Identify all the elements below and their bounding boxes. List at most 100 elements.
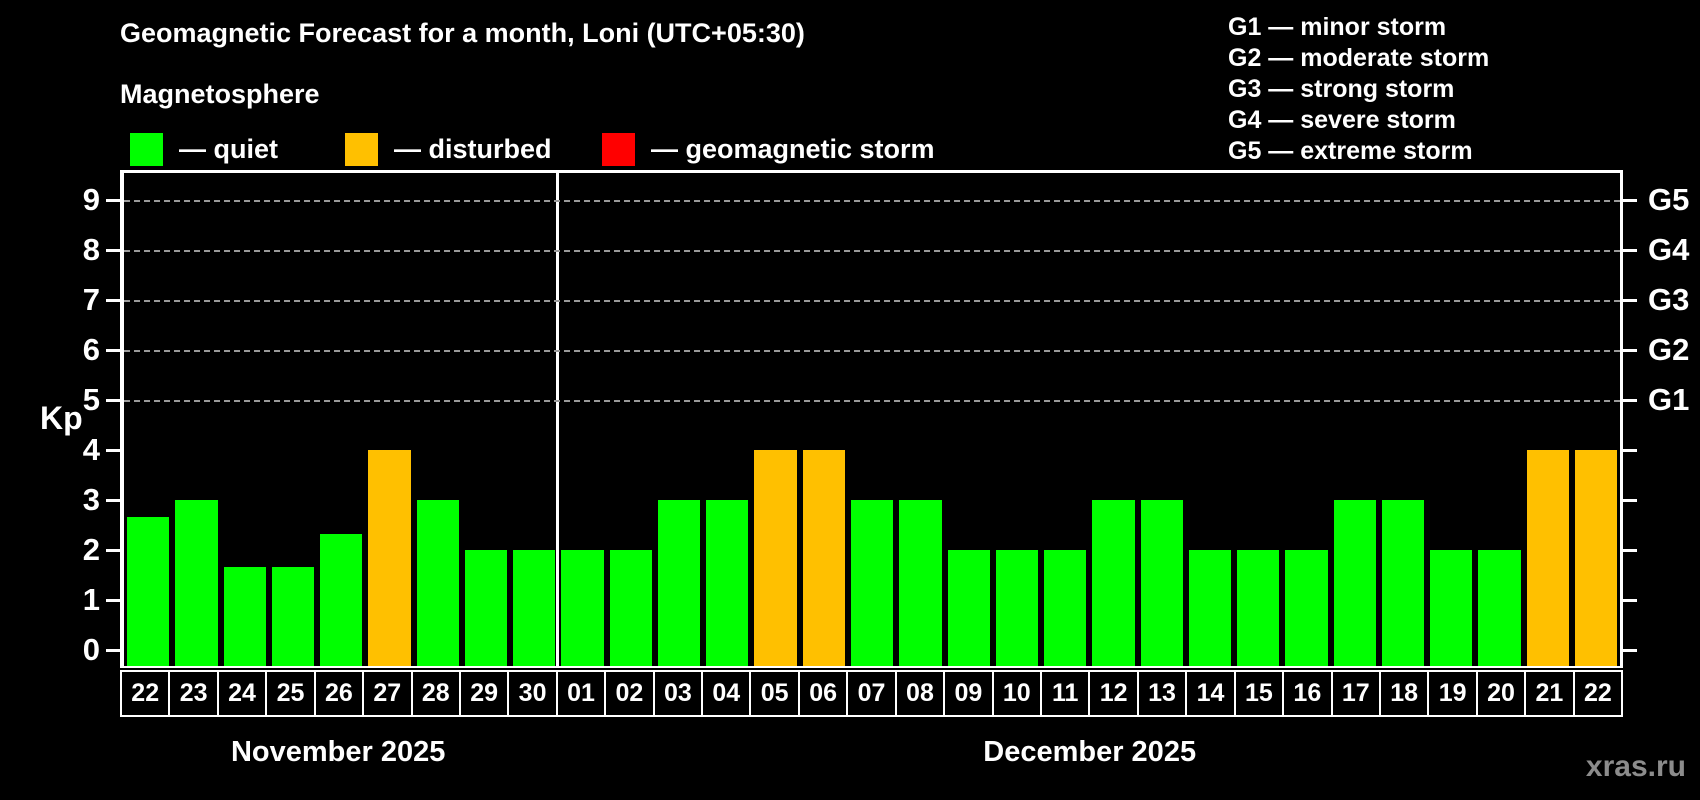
- date-cell-11: 11: [1040, 672, 1088, 715]
- kp-bar-december-13: [1140, 500, 1183, 666]
- y-axis-title: Kp: [40, 400, 83, 436]
- date-cell-20: 20: [1475, 672, 1524, 715]
- gridline-kp-7: [124, 300, 1620, 302]
- date-cell-24: 24: [216, 672, 265, 715]
- bar-slot: [462, 173, 510, 666]
- chart-subtitle: Magnetosphere: [120, 79, 320, 109]
- bar-slot: [365, 173, 413, 666]
- left-tick-kp-3: [106, 499, 120, 502]
- date-cell-26: 26: [313, 672, 362, 715]
- quiet-color-swatch: [130, 132, 163, 166]
- kp-bar-december-21: [1526, 450, 1569, 666]
- right-tick-kp-9: [1623, 199, 1637, 202]
- bar-slot: [848, 173, 896, 666]
- date-cell-21: 21: [1524, 672, 1572, 715]
- y-axis-label-0: 0: [82, 632, 100, 667]
- kp-bar-december-05: [754, 450, 797, 666]
- date-cell-03: 03: [652, 672, 701, 715]
- left-tick-kp-1: [106, 599, 120, 602]
- kp-bar-december-03: [657, 500, 701, 666]
- kp-bar-november-28: [416, 500, 459, 666]
- g5-legend-line: G5 — extreme storm: [1228, 137, 1473, 165]
- bar-slot: [1427, 173, 1475, 666]
- date-cell-04: 04: [701, 672, 749, 715]
- y-axis-label-6: 6: [82, 332, 100, 367]
- y-axis-label-5: 5: [82, 382, 100, 417]
- kp-bar-december-01: [561, 550, 604, 666]
- date-cell-10: 10: [991, 672, 1040, 715]
- kp-bar-november-23: [175, 500, 218, 666]
- legend-label-quiet: — quiet: [179, 133, 278, 164]
- right-tick-kp-3: [1623, 499, 1637, 502]
- disturbed-color-swatch: [345, 132, 378, 166]
- kp-bar-november-26: [320, 533, 363, 666]
- date-cell-08: 08: [894, 672, 943, 715]
- left-tick-kp-8: [106, 249, 120, 252]
- bar-slot: [1331, 173, 1379, 666]
- bar-slot: [800, 173, 848, 666]
- date-cell-07: 07: [846, 672, 894, 715]
- left-tick-kp-2: [106, 549, 120, 552]
- kp-bar-december-15: [1237, 550, 1280, 666]
- bar-slot: [1475, 173, 1523, 666]
- month-label-november: November 2025: [230, 736, 446, 768]
- left-tick-kp-9: [106, 199, 120, 202]
- right-axis-label-g2: G2: [1648, 332, 1690, 367]
- y-axis-label-3: 3: [82, 482, 100, 517]
- g4-legend-line: G4 — severe storm: [1228, 106, 1456, 134]
- kp-bar-december-22: [1574, 450, 1618, 666]
- kp-bar-december-11: [1044, 550, 1087, 666]
- plot-area: [120, 170, 1623, 668]
- date-cell-14: 14: [1185, 672, 1233, 715]
- legend-label-disturbed: — disturbed: [394, 133, 552, 164]
- date-cell-28: 28: [410, 672, 459, 715]
- date-cell-06: 06: [797, 672, 846, 715]
- bar-slot: [655, 173, 703, 666]
- kp-bar-december-07: [850, 500, 894, 666]
- bar-slot: [896, 173, 944, 666]
- date-cell-18: 18: [1378, 672, 1427, 715]
- right-tick-kp-0: [1623, 649, 1637, 652]
- bar-slot: [1572, 173, 1620, 666]
- kp-bar-november-24: [223, 566, 266, 666]
- date-cell-17: 17: [1330, 672, 1379, 715]
- date-cell-27: 27: [362, 672, 410, 715]
- left-tick-kp-5: [106, 399, 120, 402]
- watermark: xras.ru: [1585, 750, 1686, 783]
- g3-legend-line: G3 — strong storm: [1228, 75, 1455, 103]
- date-cell-15: 15: [1233, 672, 1282, 715]
- storm-scale-legend: G1 — minor storm G2 — moderate storm G3 …: [1228, 12, 1489, 167]
- bar-slot: [317, 173, 365, 666]
- left-tick-kp-7: [106, 299, 120, 302]
- kp-bar-december-04: [706, 500, 749, 666]
- g1-legend-line: G1 — minor storm: [1228, 13, 1447, 41]
- kp-bar-december-17: [1333, 500, 1376, 666]
- page-title: Geomagnetic Forecast for a month, Loni (…: [120, 18, 805, 48]
- bar-slot: [1041, 173, 1089, 666]
- y-axis-label-4: 4: [82, 432, 100, 467]
- date-cell-22: 22: [1572, 672, 1621, 715]
- date-cell-12: 12: [1088, 672, 1136, 715]
- date-cell-01: 01: [555, 672, 604, 715]
- right-axis-label-g1: G1: [1648, 382, 1690, 417]
- bar-slot: [269, 173, 317, 666]
- right-tick-kp-7: [1623, 299, 1637, 302]
- right-axis-label-g4: G4: [1648, 232, 1690, 267]
- date-cell-23: 23: [168, 672, 216, 715]
- right-tick-kp-6: [1623, 349, 1637, 352]
- legend-item-quiet: — quiet: [130, 132, 278, 166]
- bar-series: [124, 173, 1620, 666]
- bar-slot: [510, 173, 558, 666]
- date-cell-19: 19: [1427, 672, 1475, 715]
- bar-slot: [1379, 173, 1427, 666]
- bar-slot: [993, 173, 1041, 666]
- kp-bar-november-27: [368, 450, 411, 666]
- left-tick-kp-0: [106, 649, 120, 652]
- y-axis-label-7: 7: [82, 282, 100, 317]
- kp-bar-december-19: [1430, 550, 1473, 666]
- bar-slot: [703, 173, 751, 666]
- legend-label-storm: — geomagnetic storm: [651, 133, 935, 164]
- kp-bar-december-02: [609, 550, 652, 666]
- y-axis-label-9: 9: [82, 182, 100, 217]
